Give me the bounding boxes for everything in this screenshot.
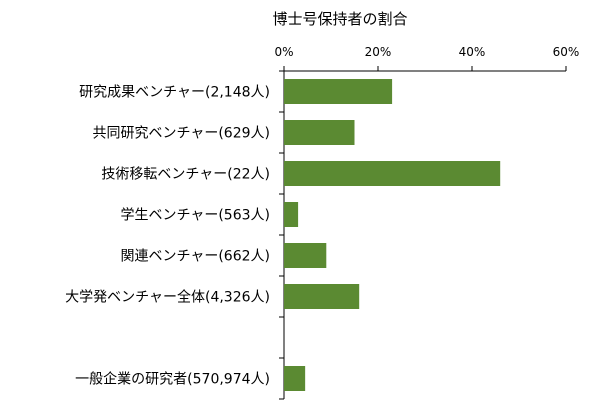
chart-title: 博士号保持者の割合 xyxy=(272,10,407,28)
bar xyxy=(284,120,355,145)
category-label: 共同研究ベンチャー(629人) xyxy=(92,126,270,142)
bars xyxy=(284,79,501,391)
bar xyxy=(284,79,393,104)
category-label: 一般企業の研究者(570,974人) xyxy=(75,371,270,388)
category-label: 大学発ベンチャー全体(4,326人) xyxy=(65,289,270,306)
x-tick-label: 40% xyxy=(459,45,486,59)
x-tick-labels: 0% 20% 40% 60% xyxy=(274,45,579,59)
x-tick-label: 60% xyxy=(553,45,580,59)
category-label: 学生ベンチャー(563人) xyxy=(120,208,270,224)
bar xyxy=(284,366,306,391)
category-label: 研究成果ベンチャー(2,148人) xyxy=(79,85,270,101)
x-tick-label: 0% xyxy=(274,45,293,59)
category-label: 関連ベンチャー(662人) xyxy=(120,249,270,265)
bar xyxy=(284,202,299,227)
axes xyxy=(279,66,567,400)
category-labels: 研究成果ベンチャー(2,148人) 共同研究ベンチャー(629人) 技術移転ベンチャ… xyxy=(65,85,270,388)
bar xyxy=(284,284,360,309)
x-tick-label: 20% xyxy=(365,45,392,59)
category-label: 技術移転ベンチャー(22人) xyxy=(101,167,270,183)
bar xyxy=(284,161,501,186)
bar xyxy=(284,243,327,268)
